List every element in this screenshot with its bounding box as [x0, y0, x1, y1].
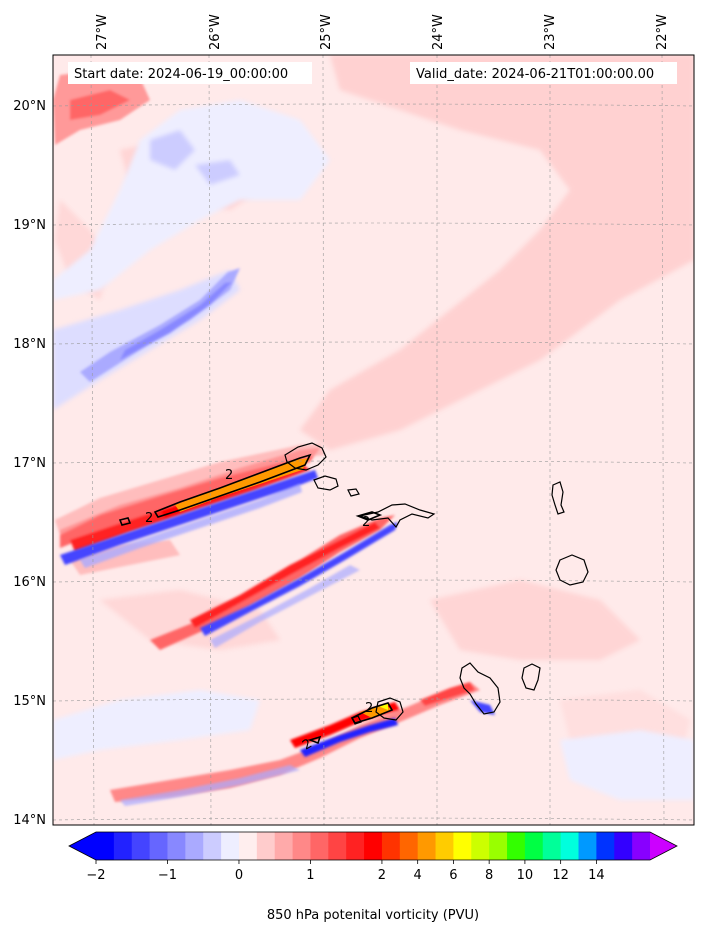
colorbar-tick-label: 14: [588, 868, 605, 883]
colorbar-segment: [596, 832, 615, 860]
colorbar-tick-label: 2: [378, 868, 386, 883]
colorbar-segment: [221, 832, 240, 860]
colorbar-segment: [542, 832, 562, 860]
contour-north: [153, 453, 312, 518]
lat-tick-label: 18°N: [13, 337, 46, 352]
colorbar-segment: [113, 832, 133, 860]
colorbar-segment: [238, 832, 258, 860]
island-maio: [521, 663, 541, 691]
valid-date-text: Valid_date: 2024-06-21T01:00:00.00: [416, 67, 654, 82]
contour-label: 2: [145, 511, 153, 526]
island-santo-antao: [284, 442, 327, 471]
island-boa-vista: [555, 554, 589, 586]
lat-tick-label: 19°N: [13, 218, 46, 233]
colorbar-segment: [149, 832, 168, 860]
contour-south-small: [307, 735, 322, 745]
colorbar-segment: [507, 832, 526, 860]
island-brava: [351, 715, 362, 725]
lon-tick-label: 27°W: [95, 14, 110, 50]
contour-label: 2: [365, 701, 373, 716]
colorbar-segment: [560, 832, 580, 860]
colorbar-tick-label: −1: [158, 868, 177, 883]
colorbar-segment: [381, 832, 401, 860]
blue-streak-northwest: [80, 268, 240, 382]
colorbar: −2 −1 0 1 2 4 6 8 10 12 14 850 hPa potenital vorti…: [68, 831, 678, 923]
colorbar-segments: [96, 832, 651, 860]
lon-tick-label: 24°W: [431, 14, 446, 50]
gridlines: [53, 55, 694, 825]
start-date-box: [68, 62, 312, 84]
colorbar-tick-label: 1: [306, 868, 314, 883]
map-field: 2 2 2 2 2 Start date: 2024-06-19_00:00:0…: [53, 55, 694, 825]
lon-tick-label: 26°W: [208, 14, 223, 50]
colorbar-segment: [185, 832, 204, 860]
colorbar-extend-high: [650, 832, 677, 860]
header-annotations: Start date: 2024-06-19_00:00:00 Valid_da…: [68, 62, 677, 84]
start-date-text: Start date: 2024-06-19_00:00:00: [74, 67, 288, 82]
colorbar-tick-label: −2: [86, 868, 105, 883]
colorbar-segment: [203, 832, 222, 860]
colorbar-segment: [96, 832, 115, 860]
lon-tick-label: 22°W: [655, 14, 670, 50]
island-sao-nicolau: [357, 503, 436, 529]
colorbar-segment: [453, 832, 472, 860]
colorbar-tick-label: 10: [517, 868, 534, 883]
contour-label: 2: [225, 468, 233, 483]
contour-label: 2: [362, 515, 370, 530]
colorbar-segment: [328, 832, 347, 860]
colorbar-segment: [364, 832, 383, 860]
lon-tick-label: 23°W: [543, 14, 558, 50]
island-fogo: [375, 697, 404, 721]
lat-tick-label: 17°N: [13, 456, 46, 471]
blue-streaks: [60, 470, 495, 806]
colorbar-segment: [578, 832, 597, 860]
island-sal: [551, 481, 565, 515]
colorbar-segment: [417, 832, 437, 860]
coastlines: [284, 442, 589, 725]
colorbar-segment: [131, 832, 151, 860]
colorbar-extend-low: [69, 832, 96, 860]
island-santiago: [459, 662, 501, 715]
pv-2-contours: [118, 453, 394, 745]
colorbar-segment: [167, 832, 186, 860]
colorbar-segment: [471, 832, 490, 860]
colorbar-segment: [524, 832, 544, 860]
lat-tick-label: 14°N: [13, 813, 46, 828]
colorbar-segment: [346, 832, 365, 860]
colorbar-tick-label: 4: [414, 868, 422, 883]
colorbar-tick-label: 0: [235, 868, 243, 883]
longitude-labels: 27°W 26°W 25°W 24°W 23°W 22°W: [95, 14, 670, 50]
colorbar-label: 850 hPa potenital vorticity (PVU): [267, 908, 479, 923]
colorbar-segment: [489, 832, 508, 860]
contour-north-small: [118, 517, 132, 526]
colorbar-segment: [614, 832, 633, 860]
colorbar-segment: [256, 832, 276, 860]
lon-tick-label: 25°W: [319, 14, 334, 50]
map-frame: [52, 54, 695, 826]
colorbar-segment: [632, 832, 651, 860]
colorbar-segment: [292, 832, 311, 860]
island-sao-vicente: [313, 475, 339, 491]
colorbar-tick-label: 12: [552, 868, 569, 883]
latitude-labels: 20°N 19°N 18°N 17°N 16°N 15°N 14°N: [13, 99, 46, 828]
colorbar-segment: [399, 832, 419, 860]
colorbar-segment: [435, 832, 454, 860]
lat-tick-label: 20°N: [13, 99, 46, 114]
valid-date-box: [410, 62, 677, 84]
contour-middle: [355, 511, 383, 521]
island-santa-luzia: [347, 488, 360, 497]
colorbar-segment: [310, 832, 329, 860]
colorbar-segment: [274, 832, 294, 860]
colorbar-tick-label: 8: [485, 868, 493, 883]
colorbar-ticks: −2 −1 0 1 2 4 6 8 10 12 14: [86, 860, 605, 883]
lat-tick-label: 16°N: [13, 575, 46, 590]
lat-tick-label: 15°N: [13, 694, 46, 709]
colorbar-tick-label: 6: [449, 868, 457, 883]
